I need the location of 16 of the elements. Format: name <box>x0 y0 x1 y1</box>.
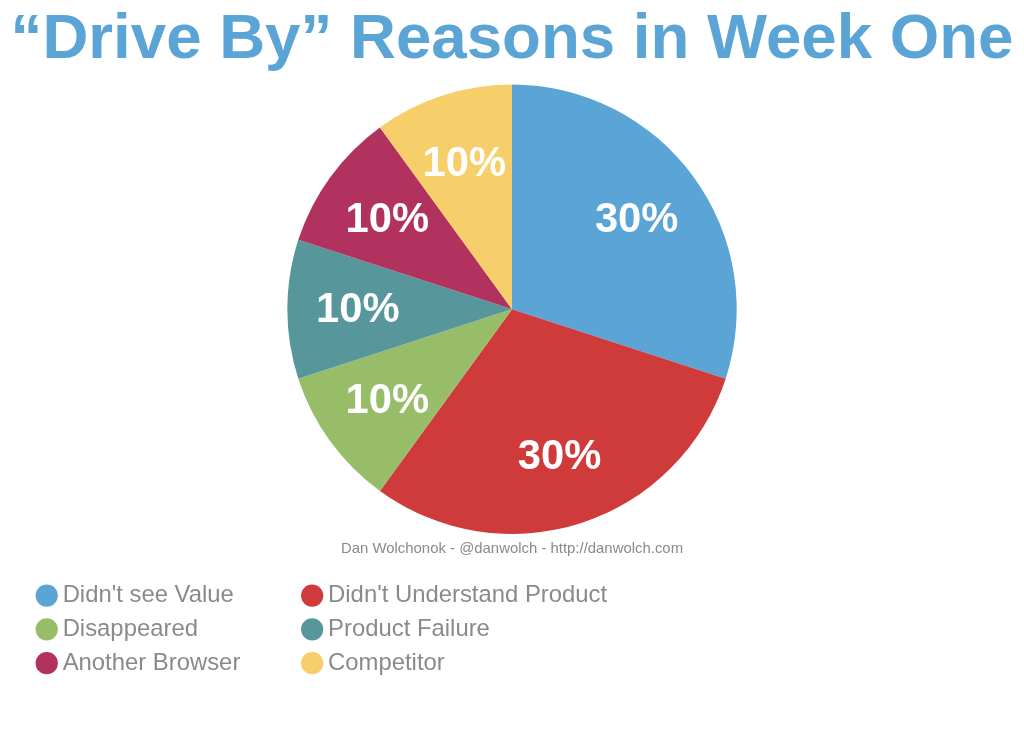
text: Dan Wolchonok - @danwolch - http://danwolch.com <box>340 539 684 556</box>
legend-label: Product Failure <box>328 614 490 642</box>
chart-title: “Drive By” Reasons in Week One <box>10 0 1014 71</box>
pie-slice <box>287 239 512 379</box>
data-label: 30% <box>517 430 602 478</box>
data-label: 10% <box>422 137 507 185</box>
data-label: 10% <box>316 284 400 332</box>
pie-slice <box>512 84 737 379</box>
legend-label: Didn't see Value <box>62 580 234 608</box>
data-label: 30% <box>594 193 679 241</box>
legend-label: Didn't Understand Product <box>328 580 608 608</box>
legend-label: Competitor <box>328 648 445 676</box>
data-label: 10% <box>345 193 430 241</box>
legend-label: Disappeared <box>62 614 198 642</box>
data-label: 10% <box>345 374 430 422</box>
legend-label: Another Browser <box>62 648 241 676</box>
